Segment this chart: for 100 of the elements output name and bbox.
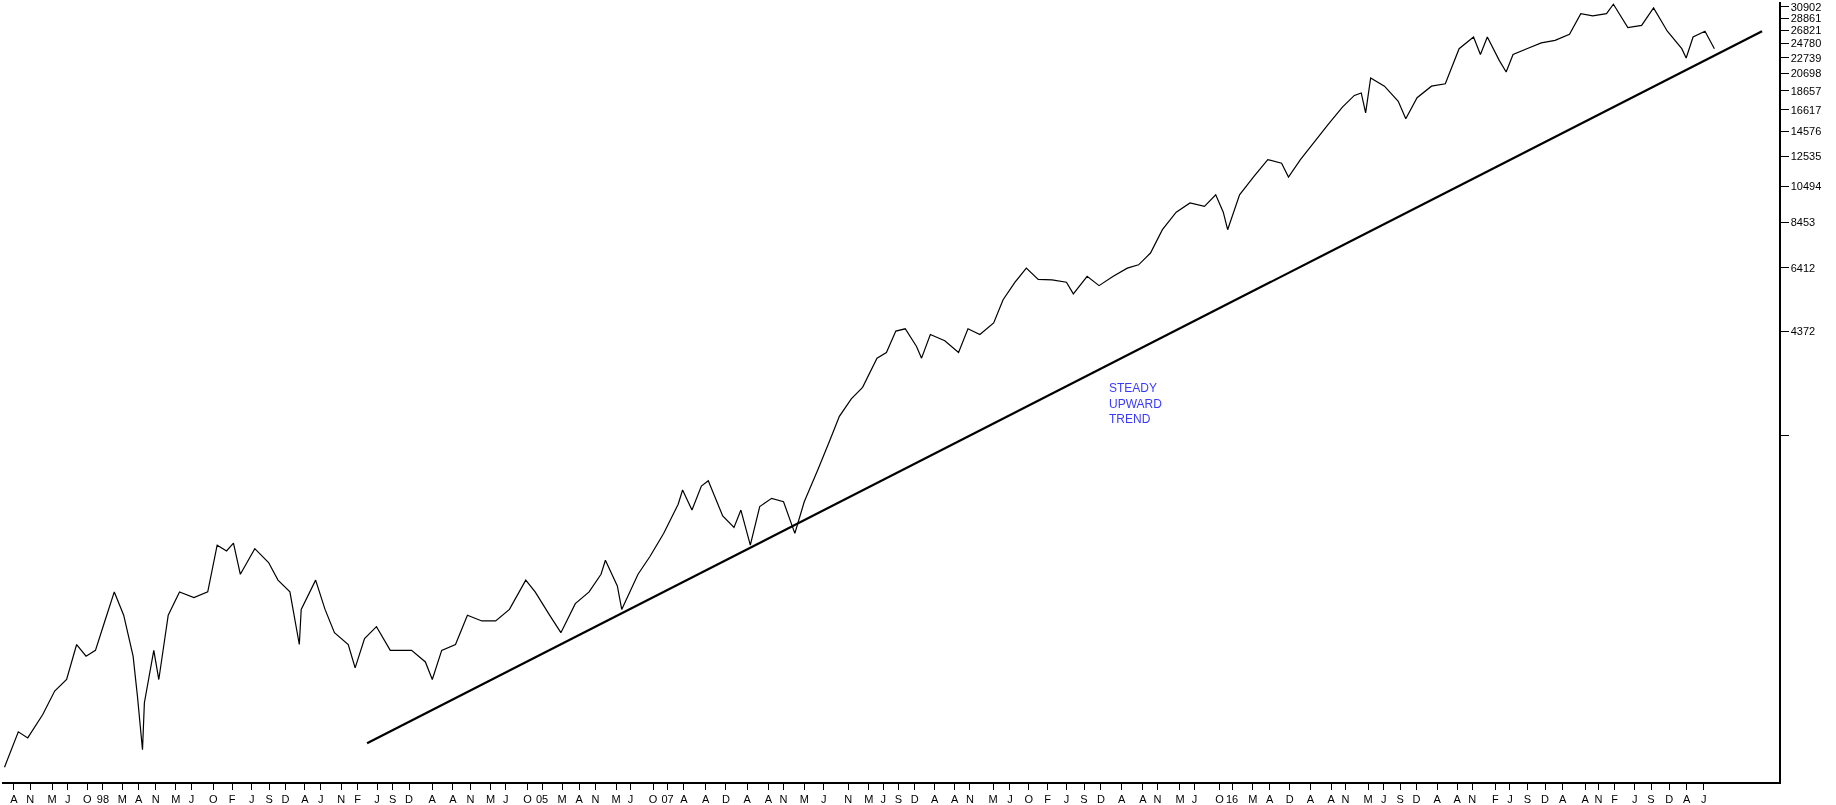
x-tick-label: 98 bbox=[96, 792, 110, 805]
x-tick-label: 16 bbox=[1225, 792, 1239, 805]
x-tick-label: A bbox=[449, 792, 458, 805]
y-tick-label: 20698 bbox=[1790, 67, 1822, 80]
x-tick-label: M bbox=[864, 792, 874, 805]
x-tick-label: O bbox=[83, 792, 93, 805]
x-tick-label: F bbox=[354, 792, 362, 805]
x-tick-label: J bbox=[880, 792, 887, 805]
x-tick-label: A bbox=[1139, 792, 1148, 805]
x-tick-label: S bbox=[1396, 792, 1404, 805]
x-tick-label: M bbox=[1363, 792, 1373, 805]
y-tick-label: 14576 bbox=[1790, 125, 1822, 138]
x-tick-label: A bbox=[951, 792, 960, 805]
x-tick-label: D bbox=[405, 792, 414, 805]
y-tick-label: 12535 bbox=[1790, 150, 1822, 163]
x-tick-label: A bbox=[1117, 792, 1126, 805]
x-tick-label: M bbox=[117, 792, 128, 805]
x-tick-label: A bbox=[428, 792, 437, 805]
x-tick-label: S bbox=[1080, 792, 1088, 805]
x-tick-label: A bbox=[1683, 792, 1692, 805]
x-tick-label: M bbox=[1175, 792, 1185, 805]
y-tick-label: 28861 bbox=[1790, 12, 1822, 25]
x-tick-label: N bbox=[844, 792, 853, 805]
x-tick-label: J bbox=[1631, 792, 1638, 805]
y-tick-label: 24780 bbox=[1790, 37, 1822, 50]
x-tick-label: N bbox=[337, 792, 346, 805]
x-tick-label: D bbox=[1665, 792, 1674, 805]
x-tick-label: M bbox=[557, 792, 567, 805]
x-tick-label: F bbox=[1044, 792, 1052, 805]
y-tick-label: 22739 bbox=[1790, 51, 1822, 64]
x-tick-label: N bbox=[26, 792, 35, 805]
x-tick-label: J bbox=[248, 792, 255, 805]
x-tick-label: A bbox=[743, 792, 752, 805]
y-tick-label: 4372 bbox=[1790, 325, 1816, 338]
y-tick-label: 6412 bbox=[1790, 261, 1816, 274]
x-tick-label: N bbox=[466, 792, 475, 805]
x-tick-label: M bbox=[486, 792, 496, 805]
x-tick-label: M bbox=[611, 792, 621, 805]
x-tick-label: J bbox=[627, 792, 634, 805]
x-tick-label: A bbox=[1558, 792, 1567, 805]
x-tick-label: A bbox=[301, 792, 310, 805]
x-tick-label: A bbox=[135, 792, 144, 805]
x-tick-label: O bbox=[1024, 792, 1034, 805]
x-tick-label: A bbox=[1306, 792, 1315, 805]
x-tick-label: M bbox=[988, 792, 998, 805]
x-tick-label: N bbox=[151, 792, 160, 805]
x-tick-label: A bbox=[1581, 792, 1590, 805]
x-tick-label: N bbox=[779, 792, 788, 805]
x-tick-label: N bbox=[1468, 792, 1477, 805]
x-tick-label: A bbox=[575, 792, 584, 805]
x-tick-label: A bbox=[1327, 792, 1336, 805]
x-tick-label: J bbox=[317, 792, 324, 805]
x-tick-label: J bbox=[374, 792, 380, 805]
x-tick-label: F bbox=[1611, 792, 1619, 805]
x-tick-label: O bbox=[1215, 792, 1225, 805]
x-tick-label: N bbox=[1594, 792, 1603, 805]
y-tick-label: 30902 bbox=[1790, 0, 1822, 13]
x-tick-label: S bbox=[389, 792, 397, 805]
x-tick-label: 05 bbox=[535, 792, 549, 805]
x-tick-label: N bbox=[591, 792, 600, 805]
x-tick-label: J bbox=[188, 792, 195, 805]
x-tick-label: J bbox=[1381, 792, 1387, 805]
x-tick-label: 07 bbox=[661, 792, 674, 805]
y-tick-label: 26821 bbox=[1790, 24, 1822, 37]
x-tick-label: O bbox=[209, 792, 219, 805]
x-tick-label: J bbox=[65, 792, 71, 805]
x-tick-label: A bbox=[1266, 792, 1274, 805]
x-tick-label: N bbox=[965, 792, 974, 805]
x-tick-label: M bbox=[799, 792, 809, 805]
x-tick-label: D bbox=[1096, 792, 1105, 805]
x-tick-label: D bbox=[1541, 792, 1550, 805]
y-tick-label: 16617 bbox=[1790, 103, 1822, 116]
y-tick-label: 8453 bbox=[1790, 215, 1816, 228]
x-tick-label: A bbox=[702, 792, 711, 805]
x-tick-label: F bbox=[228, 792, 236, 805]
x-tick-label: O bbox=[648, 792, 658, 805]
x-tick-label: M bbox=[1248, 792, 1258, 805]
x-tick-label: N bbox=[1341, 792, 1350, 805]
x-tick-label: S bbox=[894, 792, 903, 805]
x-tick-label: J bbox=[820, 792, 827, 805]
x-tick-label: J bbox=[1700, 792, 1707, 805]
x-tick-label: S bbox=[265, 792, 273, 805]
x-tick-label: D bbox=[1285, 792, 1294, 805]
x-tick-label: N bbox=[1153, 792, 1162, 805]
x-tick-label: O bbox=[523, 792, 533, 805]
x-tick-label: S bbox=[1523, 792, 1532, 805]
annotation: STEADY UPWARD TREND bbox=[1109, 381, 1163, 427]
x-tick-label: A bbox=[1453, 792, 1462, 805]
x-tick-label: J bbox=[1507, 792, 1513, 805]
x-tick-label: S bbox=[1647, 792, 1655, 805]
x-tick-label: A bbox=[764, 792, 773, 805]
x-tick-label: A bbox=[10, 792, 19, 805]
x-tick-label: D bbox=[910, 792, 919, 805]
x-tick-label: M bbox=[47, 792, 57, 805]
x-tick-label: A bbox=[680, 792, 689, 805]
x-tick-label: D bbox=[281, 792, 290, 805]
x-tick-label: A bbox=[931, 792, 940, 805]
y-tick-label: 10494 bbox=[1790, 179, 1822, 192]
y-tick-label: 18657 bbox=[1790, 84, 1822, 97]
x-tick-label: F bbox=[1492, 792, 1500, 805]
